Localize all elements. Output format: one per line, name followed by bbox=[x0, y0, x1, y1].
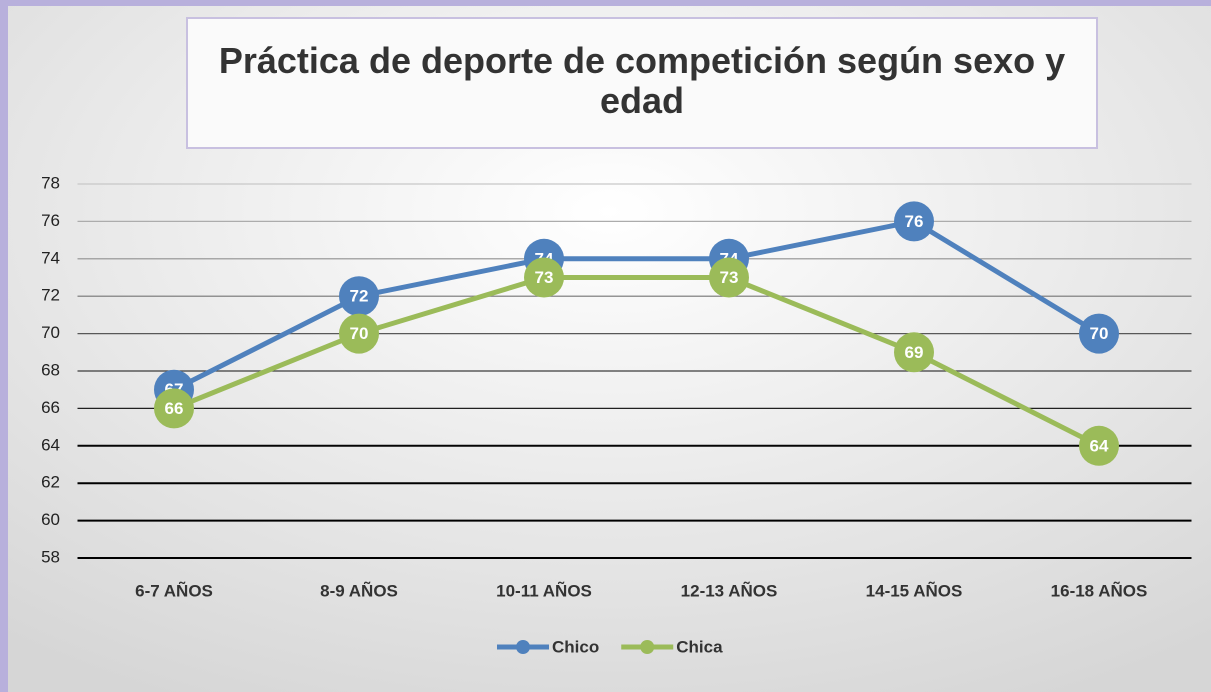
data-label: 73 bbox=[720, 268, 739, 287]
legend-marker bbox=[640, 640, 655, 654]
legend-label: Chica bbox=[676, 637, 723, 656]
marker bbox=[524, 257, 564, 298]
marker bbox=[1079, 313, 1119, 354]
marker bbox=[709, 257, 749, 298]
y-tick-label: 62 bbox=[41, 473, 60, 492]
chart-title: Práctica de deporte de competición según… bbox=[219, 40, 1065, 121]
y-tick-label: 72 bbox=[41, 286, 60, 305]
x-tick-label: 14-15 AÑOS bbox=[866, 580, 963, 600]
x-tick-label: 6-7 AÑOS bbox=[135, 580, 213, 600]
data-label: 73 bbox=[535, 268, 554, 287]
x-tick-label: 8-9 AÑOS bbox=[320, 580, 398, 600]
x-tick-label: 12-13 AÑOS bbox=[681, 580, 778, 600]
data-label: 69 bbox=[905, 343, 924, 362]
y-tick-label: 66 bbox=[41, 398, 60, 417]
y-tick-label: 74 bbox=[41, 248, 60, 267]
marker bbox=[339, 276, 379, 317]
data-label: 76 bbox=[905, 212, 924, 231]
y-tick-label: 78 bbox=[41, 173, 60, 192]
x-tick-label: 16-18 AÑOS bbox=[1051, 580, 1148, 600]
data-label: 72 bbox=[350, 287, 369, 306]
title-box bbox=[186, 17, 1098, 149]
y-tick-label: 70 bbox=[41, 323, 60, 342]
legend-label: Chico bbox=[552, 637, 599, 656]
marker bbox=[339, 313, 379, 354]
series-line bbox=[172, 218, 1101, 392]
y-tick-label: 64 bbox=[41, 435, 60, 454]
data-label: 70 bbox=[1090, 324, 1109, 343]
x-tick-label: 10-11 AÑOS bbox=[496, 580, 592, 600]
data-label: 66 bbox=[165, 399, 184, 418]
series-line bbox=[173, 275, 1101, 449]
data-label: 70 bbox=[350, 324, 369, 343]
y-tick-label: 60 bbox=[41, 510, 60, 529]
marker bbox=[894, 201, 934, 242]
y-tick-label: 58 bbox=[41, 547, 60, 566]
marker bbox=[1079, 425, 1119, 466]
y-tick-label: 68 bbox=[41, 360, 60, 379]
marker bbox=[154, 388, 194, 429]
legend-marker bbox=[516, 640, 530, 654]
data-label: 64 bbox=[1090, 436, 1109, 455]
y-tick-label: 76 bbox=[41, 211, 60, 230]
marker bbox=[894, 332, 934, 373]
